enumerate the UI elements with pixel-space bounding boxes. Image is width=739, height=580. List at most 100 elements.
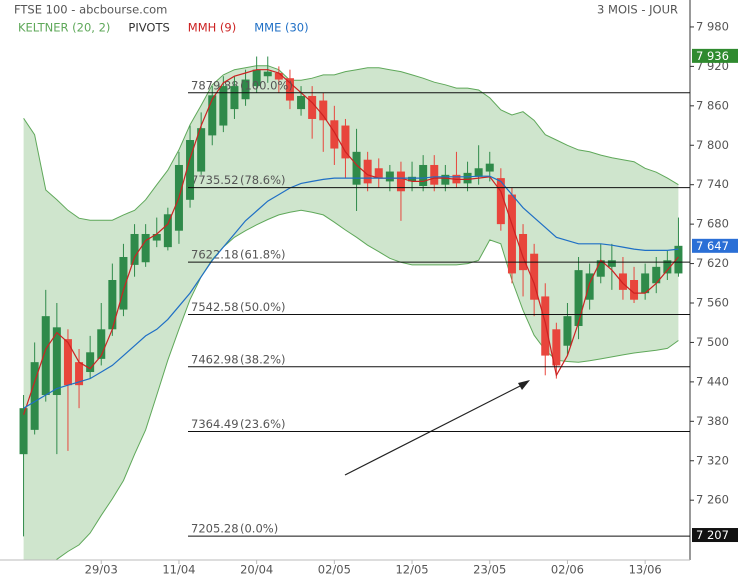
candle-body <box>552 329 561 366</box>
fib-value: 7205.28 <box>191 522 239 536</box>
y-tick-label: 7 860 <box>696 98 729 112</box>
x-tick-label: 29/03 <box>85 563 118 577</box>
annotation-arrow <box>344 383 525 476</box>
keltner-upper <box>23 65 679 221</box>
fib-percent: (78.6%) <box>240 173 286 187</box>
candle-body <box>474 168 483 177</box>
candle-body <box>485 163 494 172</box>
candle-body <box>563 316 572 346</box>
arrow-head <box>518 380 530 390</box>
candle-body <box>141 233 150 263</box>
candle-body <box>230 86 239 110</box>
candle-body <box>186 140 195 200</box>
candle-body <box>585 273 594 300</box>
y-tick-label: 7 740 <box>696 177 729 191</box>
candle-body <box>197 128 206 172</box>
y-tick-label: 7 320 <box>696 453 729 467</box>
x-tick-label: 12/05 <box>395 563 428 577</box>
candle-body <box>419 164 428 187</box>
x-tick-label: 13/06 <box>629 563 662 577</box>
candle-body <box>652 266 661 284</box>
candle-body <box>274 72 283 80</box>
legend-label: MMH (9) <box>188 21 236 35</box>
candle-body <box>297 95 306 110</box>
fib-value: 7364.49 <box>191 417 239 431</box>
x-tick-label: 23/05 <box>473 563 506 577</box>
y-tick-label: 7 560 <box>696 296 729 310</box>
x-tick-label: 20/04 <box>240 563 273 577</box>
y-tick-label: 7 380 <box>696 414 729 428</box>
fib-percent: (50.0%) <box>240 300 286 314</box>
x-tick-label: 11/04 <box>162 563 195 577</box>
candle-body <box>241 79 250 100</box>
value-badge <box>692 238 738 253</box>
candle-body <box>219 86 228 126</box>
y-tick-label: 7 440 <box>696 374 729 388</box>
value-badge <box>692 48 738 63</box>
y-tick-label: 7 800 <box>696 138 729 152</box>
candle-body <box>19 408 28 455</box>
candle-body <box>263 71 272 77</box>
candle-body <box>674 245 683 274</box>
candle-body <box>97 329 106 359</box>
candle-body <box>618 273 627 290</box>
fib-value: 7542.58 <box>191 300 239 314</box>
candle-body <box>408 176 417 182</box>
candle-body <box>596 260 605 277</box>
candle-body <box>541 296 550 356</box>
chart-subtitle: 3 MOIS - JOUR <box>597 3 678 17</box>
fib-percent: (23.6%) <box>240 417 286 431</box>
ma-line <box>23 69 679 415</box>
legend-label: MME (30) <box>254 21 308 35</box>
fib-value: 7735.52 <box>191 173 239 187</box>
candle-body <box>663 260 672 274</box>
candle-body <box>574 270 583 327</box>
candle-body <box>41 316 50 396</box>
candle-body <box>285 78 294 101</box>
candle-body <box>152 233 161 241</box>
candle-body <box>252 69 261 87</box>
candle-body <box>530 253 539 300</box>
candle-body <box>308 95 317 119</box>
candle-body <box>396 171 405 192</box>
x-tick-label: 02/06 <box>551 563 584 577</box>
candle-body <box>163 214 172 248</box>
candle-body <box>641 273 650 294</box>
candle-body <box>463 172 472 184</box>
candle-body <box>319 100 328 121</box>
candle-body <box>108 280 117 330</box>
y-tick-label: 7 980 <box>696 19 729 33</box>
x-tick-label: 02/05 <box>318 563 351 577</box>
candle-body <box>363 159 372 184</box>
value-badge <box>692 528 738 543</box>
fib-percent: (61.8%) <box>240 248 286 262</box>
fib-percent: (38.2%) <box>240 352 286 366</box>
candle-body <box>630 280 639 300</box>
candle-body <box>86 352 95 373</box>
candle-body <box>374 168 383 179</box>
candle-body <box>352 151 361 185</box>
candle-body <box>330 120 339 149</box>
candle-body <box>52 327 61 396</box>
candle-body <box>130 233 139 265</box>
candle-body <box>430 164 439 185</box>
ma-line <box>23 175 679 409</box>
y-tick-label: 7 260 <box>696 493 729 507</box>
chart-title: FTSE 100 - abcbourse.com <box>14 3 167 17</box>
y-tick-label: 7 500 <box>696 335 729 349</box>
legend-label: KELTNER (20, 2) <box>18 21 110 35</box>
candle-body <box>75 362 84 386</box>
fib-value: 7462.98 <box>191 352 239 366</box>
candle-body <box>30 362 39 430</box>
plot-area: 7879.887735.527622.187542.587462.987364.… <box>19 56 683 560</box>
candle-body <box>385 171 394 182</box>
value-badge-label: 7 207 <box>696 528 729 542</box>
candle-body <box>208 95 217 136</box>
candle-body <box>507 194 516 274</box>
candle-body <box>441 174 450 185</box>
candle-body <box>63 339 72 386</box>
candle-body <box>496 178 505 225</box>
candle-body <box>519 233 528 271</box>
y-tick-label: 7 680 <box>696 217 729 231</box>
value-badge-label: 7 936 <box>696 49 729 63</box>
